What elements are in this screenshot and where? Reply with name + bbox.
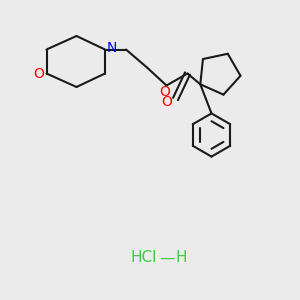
Text: O: O [160,85,170,99]
Text: HCl: HCl [131,250,157,266]
Text: O: O [34,67,44,80]
Text: N: N [106,41,117,55]
Text: —: — [159,250,174,266]
Text: O: O [161,95,172,109]
Text: H: H [176,250,187,266]
